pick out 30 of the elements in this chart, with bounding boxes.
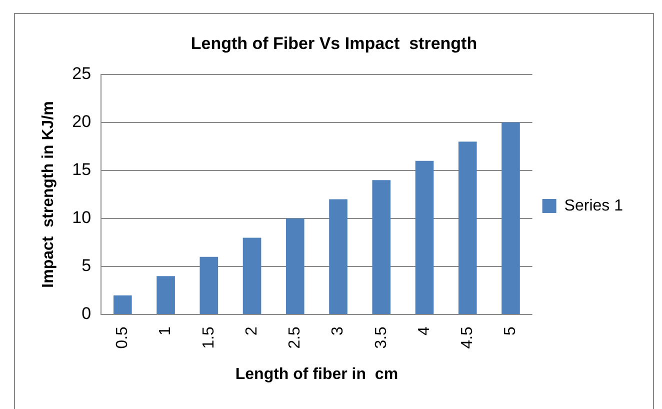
bar [502, 122, 520, 314]
bar [156, 276, 175, 314]
chart-title: Length of Fiber Vs Impact strength [190, 34, 478, 53]
x-tick-label: 5 [502, 326, 520, 336]
y-tick-label: 10 [72, 208, 92, 228]
y-tick-label: 20 [72, 112, 92, 132]
y-axis-title: Impact strength in KJ/m [40, 101, 58, 288]
bar [200, 256, 218, 314]
x-tick-label: 3 [330, 326, 347, 336]
x-tick-label: 4 [416, 326, 433, 336]
bar [286, 218, 304, 314]
bar [415, 160, 434, 314]
x-tick-label: 0.5 [114, 326, 132, 349]
x-tick-label: 1 [157, 326, 174, 336]
x-tick-label: 2.5 [286, 326, 304, 349]
y-tick-label: 0 [82, 304, 92, 324]
x-tick-label: 1.5 [200, 326, 218, 349]
bar [458, 142, 477, 314]
bar [329, 199, 348, 314]
legend-label: Series 1 [564, 197, 624, 214]
x-tick-label: 3.5 [372, 326, 390, 349]
bar [242, 238, 262, 314]
y-tick-label: 25 [72, 64, 92, 84]
x-axis-title: Length of fiber in cm [235, 366, 398, 383]
x-tick-label: 4.5 [459, 326, 476, 349]
bar [114, 295, 132, 314]
x-tick-label: 2 [243, 326, 260, 336]
y-tick-label: 15 [72, 160, 92, 180]
y-tick-label: 5 [82, 256, 92, 276]
bar [372, 180, 391, 314]
